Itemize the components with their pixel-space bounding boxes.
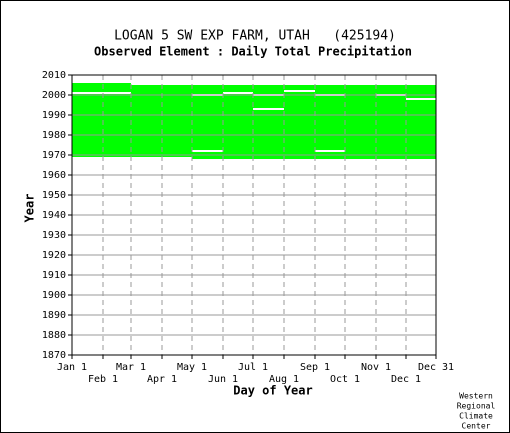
x-tick-label: Dec 1 xyxy=(391,374,421,385)
y-tick-label: 1880 xyxy=(42,330,66,341)
chart-title: LOGAN 5 SW EXP FARM, UTAH (425194) xyxy=(114,29,396,44)
x-tick-label: Apr 1 xyxy=(147,374,177,385)
chart-subtitle: Observed Element : Daily Total Precipita… xyxy=(94,45,412,59)
y-axis-label: Year xyxy=(23,194,37,223)
credit: Regional xyxy=(457,402,496,411)
y-tick-label: 1910 xyxy=(42,270,66,281)
y-tick-label: 1990 xyxy=(42,110,66,121)
x-tick-label: May 1 xyxy=(177,362,207,373)
x-tick-label: Jul 1 xyxy=(238,362,268,373)
y-tick-label: 1900 xyxy=(42,290,66,301)
y-tick-label: 1870 xyxy=(42,350,66,361)
y-tick-label: 2000 xyxy=(42,90,66,101)
x-axis-label: Day of Year xyxy=(233,384,312,398)
y-tick-label: 1960 xyxy=(42,170,66,181)
y-tick-label: 1970 xyxy=(42,150,66,161)
x-tick-label: Oct 1 xyxy=(330,374,360,385)
credit: Center xyxy=(462,422,491,431)
x-tick-label: Jun 1 xyxy=(208,374,238,385)
y-tick-label: 1890 xyxy=(42,310,66,321)
x-tick-label: Sep 1 xyxy=(300,362,330,373)
data-block xyxy=(72,83,131,157)
plot-border xyxy=(71,74,437,356)
data-block xyxy=(192,85,436,159)
x-tick-label: Mar 1 xyxy=(116,362,146,373)
credit: Climate xyxy=(459,412,493,421)
y-tick-label: 1950 xyxy=(42,190,66,201)
x-tick-label: Aug 1 xyxy=(269,374,299,385)
x-tick-label: Dec 31 xyxy=(418,362,454,373)
x-tick-label: Jan 1 xyxy=(57,362,87,373)
y-tick-label: 1920 xyxy=(42,250,66,261)
y-tick-label: 1980 xyxy=(42,130,66,141)
y-tick-label: 2010 xyxy=(42,70,66,81)
y-tick-label: 1940 xyxy=(42,210,66,221)
x-tick-label: Feb 1 xyxy=(88,374,118,385)
credit: Western xyxy=(459,392,493,401)
x-tick-label: Nov 1 xyxy=(361,362,391,373)
y-tick-label: 1930 xyxy=(42,230,66,241)
